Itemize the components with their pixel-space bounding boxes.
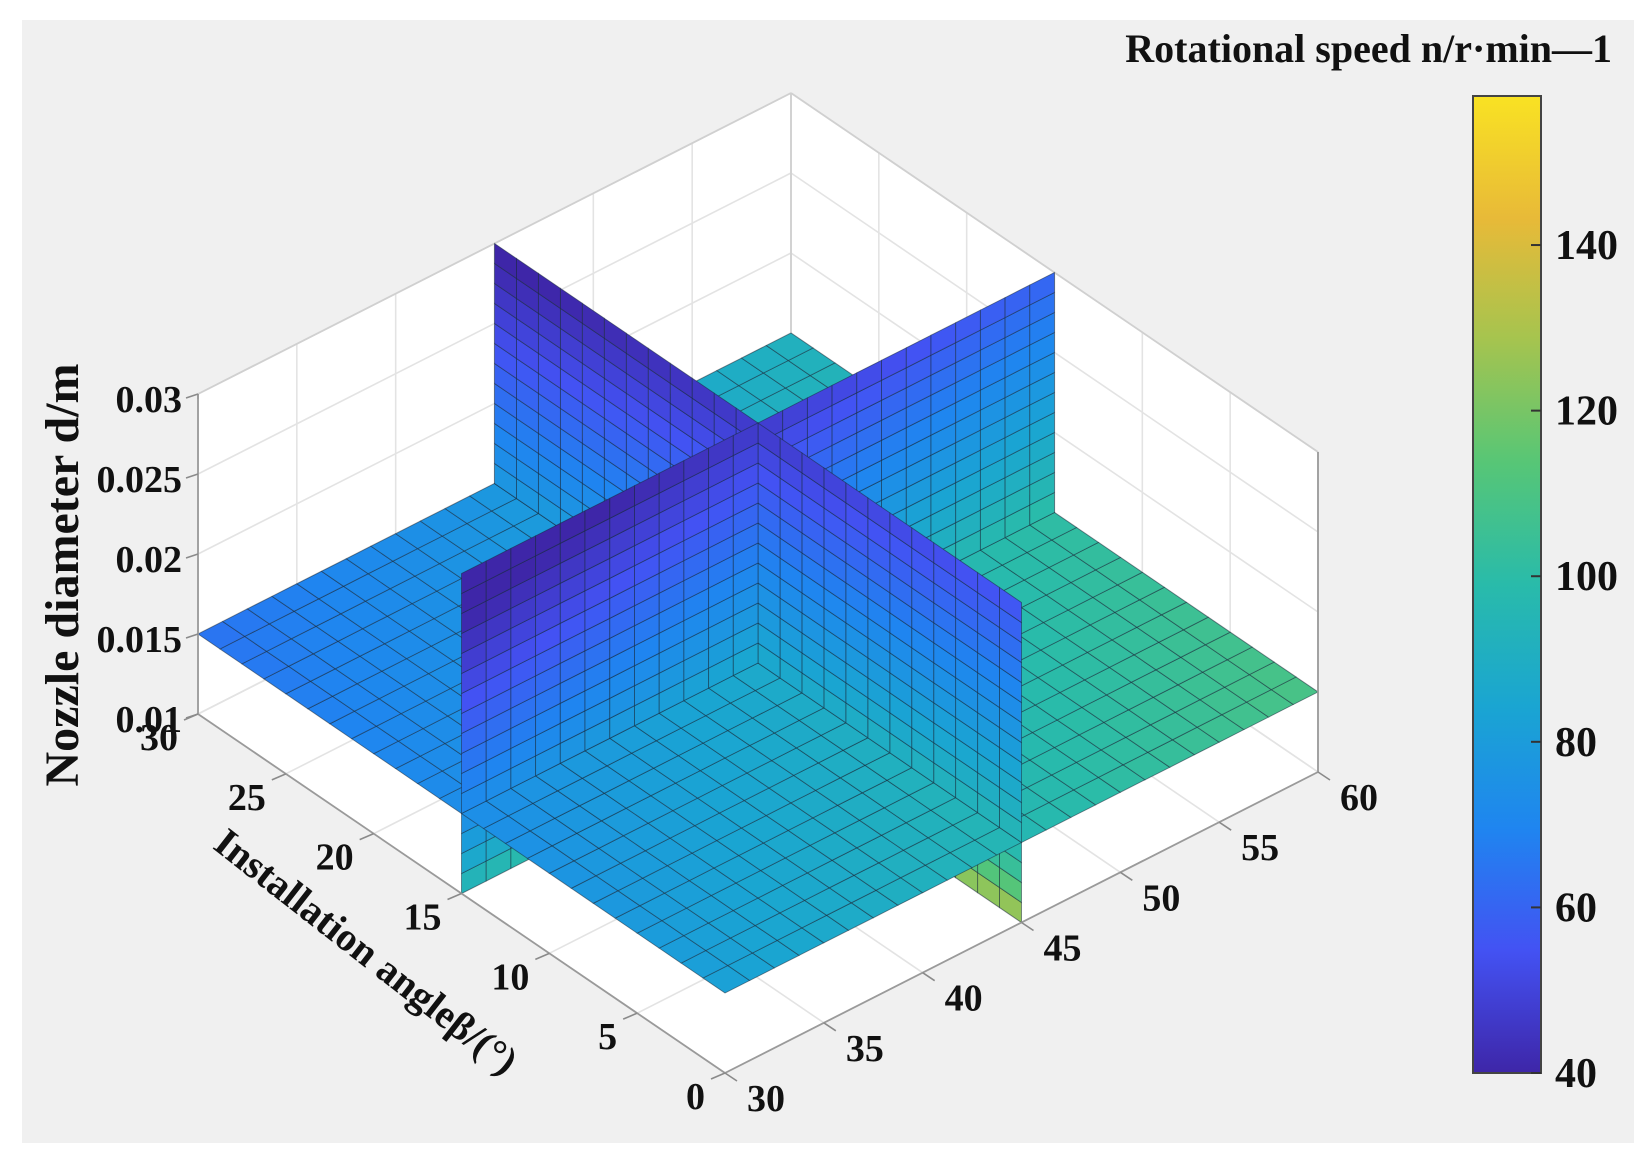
colorbar-tick-label: 100 [1555,554,1618,600]
y-tick-label: 15 [404,897,442,939]
x-tick-label: 55 [1241,827,1279,869]
z-tick-label: 0.01 [116,699,183,741]
slice-cell-y [732,422,759,457]
tick-mark [185,633,199,639]
y-tick-label: 10 [491,956,529,998]
tick-mark [185,473,199,479]
tick-mark [359,832,374,841]
y-tick-label: 5 [598,1016,617,1058]
tick-mark [185,713,199,719]
colorbar [1472,95,1542,1074]
tick-mark [1119,871,1133,881]
tick-mark [535,952,550,961]
slice-surfaces [197,242,1319,994]
tick-mark [724,1072,738,1082]
x-tick-label: 60 [1340,777,1378,819]
x-tick-label: 50 [1142,877,1180,919]
slice-cell-y [1029,271,1055,306]
z-axis-label: Nozzle diameter d/m [36,364,89,787]
y-tick-label: 30 [140,717,178,759]
tick-mark [710,1072,726,1080]
tick-mark [185,553,199,559]
tick-mark [922,972,936,982]
tick-mark [823,1022,837,1032]
z-tick-label: 0.025 [97,459,183,501]
colorbar-tick-label: 40 [1555,1051,1597,1097]
tick-mark [1021,921,1034,932]
tick-mark [271,773,287,781]
z-tick-label: 0.02 [116,539,183,581]
slice-cell-z [765,332,814,362]
tick-mark [622,1012,638,1020]
x-tick-label: 40 [945,978,983,1020]
tick-mark [447,892,462,901]
colorbar-tick-label: 60 [1555,885,1597,931]
x-tick-label: 30 [747,1078,785,1120]
y-tick-label: 20 [316,837,354,879]
slice-cell-x [494,242,517,280]
z-tick-label: 0.015 [97,619,183,661]
tick-labels: 303540455055600510152025300.010.0150.020… [97,379,1379,1120]
y-tick-label: 0 [686,1076,705,1118]
colorbar-tick-label: 120 [1555,389,1618,435]
z-tick-label: 0.03 [116,379,183,421]
x-tick-label: 35 [846,1028,884,1070]
colorbar-tick-label: 80 [1555,720,1597,766]
colorbar-tick-label: 140 [1555,223,1618,269]
colorbar-label: Rotational speed n/r·min—1 [1125,26,1612,71]
tick-mark [1218,821,1232,831]
tick-mark [185,393,199,399]
x-tick-label: 45 [1044,928,1082,970]
colorbar-ticks: 40 60 80 100 120 140 [1531,223,1618,1097]
y-tick-label: 25 [228,777,266,819]
tick-mark [1317,771,1331,781]
